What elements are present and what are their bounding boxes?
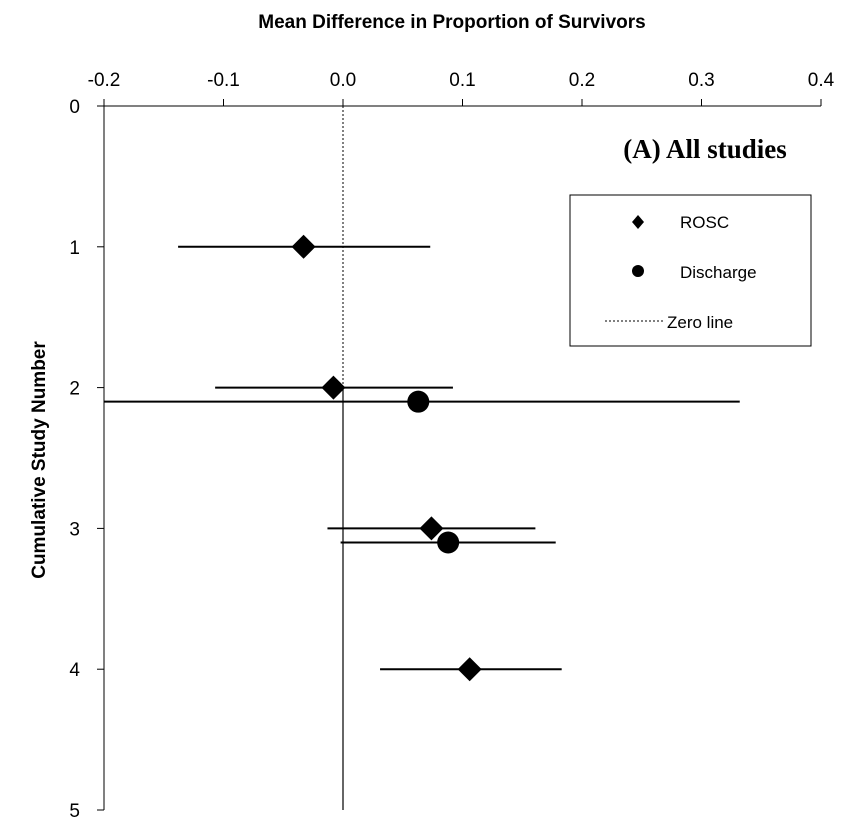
x-tick-label: 0.1 bbox=[449, 70, 475, 91]
panel-annotation: (A) All studies bbox=[623, 134, 787, 164]
legend-rosc-label: ROSC bbox=[680, 213, 729, 232]
y-tick-label: 0 bbox=[69, 97, 80, 118]
legend-rosc-marker bbox=[632, 215, 644, 229]
x-tick-label: -0.2 bbox=[88, 70, 121, 91]
y-tick-label: 5 bbox=[69, 801, 80, 822]
rosc-point-marker bbox=[321, 375, 346, 400]
legend-discharge-label: Discharge bbox=[680, 263, 757, 282]
x-tick-label: -0.1 bbox=[207, 70, 240, 91]
y-tick-label: 2 bbox=[69, 379, 80, 400]
rosc-point-marker bbox=[457, 657, 482, 682]
rosc-point-marker bbox=[419, 516, 444, 541]
x-tick-label: 0.4 bbox=[808, 70, 835, 91]
legend-zero-line-label: Zero line bbox=[667, 313, 733, 332]
discharge-point-marker bbox=[407, 390, 430, 413]
x-tick-label: 0.2 bbox=[569, 70, 595, 91]
y-tick-label: 3 bbox=[69, 519, 80, 540]
discharge-point-marker bbox=[437, 531, 460, 554]
legend-discharge-marker bbox=[632, 265, 644, 277]
y-tick-label: 1 bbox=[69, 238, 80, 259]
y-axis-label: Cumulative Study Number bbox=[29, 341, 50, 579]
legend: ROSC Discharge Zero line bbox=[569, 194, 812, 347]
y-tick-label: 4 bbox=[69, 660, 80, 681]
series-layer bbox=[104, 234, 740, 682]
rosc-point-marker bbox=[291, 234, 316, 259]
chart-title: Mean Difference in Proportion of Survivo… bbox=[258, 12, 645, 33]
axes-group: -0.2 -0.1 0.0 0.1 0.2 0.3 0.4 0 1 2 3 4 5 bbox=[69, 70, 834, 822]
x-tick-label: 0.3 bbox=[688, 70, 714, 91]
x-tick-label: 0.0 bbox=[330, 70, 356, 91]
